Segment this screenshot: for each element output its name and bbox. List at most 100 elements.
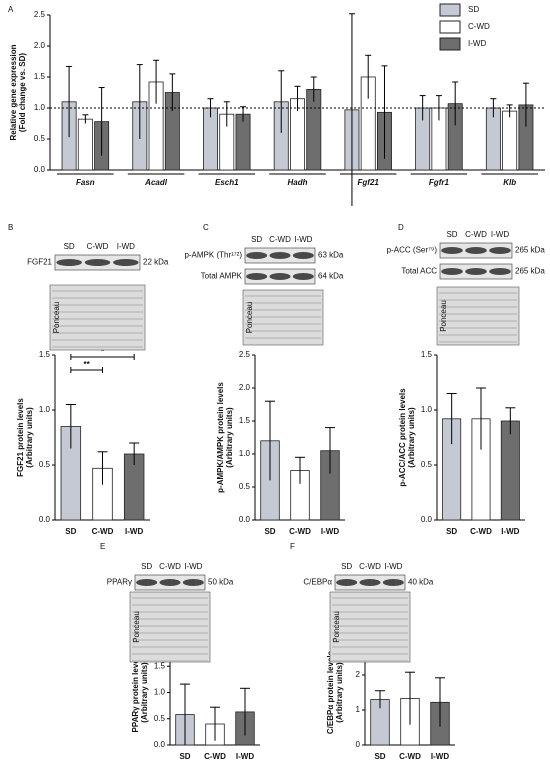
band-size: 63 kDa — [318, 251, 344, 260]
x-tick-label: Fgfr1 — [429, 178, 450, 187]
significance-label: ** — [84, 360, 91, 369]
blot-band — [84, 259, 111, 266]
error-bar — [405, 671, 415, 725]
y-axis-label: (Arbitrary units) — [225, 407, 234, 468]
blot-band — [336, 579, 358, 586]
blot-band — [246, 252, 268, 259]
lane-label: C-WD — [359, 562, 381, 571]
error-bar — [476, 387, 486, 450]
panel-letter: C — [203, 223, 209, 232]
x-tick-label: Fgf21 — [358, 178, 380, 187]
error-bar — [310, 76, 317, 102]
y-axis-label: (Arbitrary units) — [407, 407, 416, 468]
error-bar — [223, 101, 230, 127]
blot-band — [441, 247, 463, 254]
error-bar — [66, 65, 73, 138]
x-tick-label: SD — [374, 752, 385, 761]
band-label: Total ACC — [401, 267, 437, 276]
y-tick-label: 1.5 — [421, 350, 433, 359]
x-tick-label: SD — [179, 752, 190, 761]
x-tick-label: C-WD — [470, 527, 492, 536]
x-tick-label: SD — [264, 527, 275, 536]
error-bar — [82, 114, 89, 124]
x-tick-label: Acadl — [144, 178, 168, 187]
x-tick-label: I-WD — [125, 527, 143, 536]
band-label: C/EBPα — [303, 578, 332, 587]
legend-label: I-WD — [468, 39, 486, 48]
y-axis-label: (Fold change vs. SD) — [18, 53, 27, 132]
error-bar — [240, 106, 247, 122]
lane-label: I-WD — [117, 242, 135, 251]
y-tick-label: 1.0 — [34, 103, 46, 112]
blot-band — [489, 268, 511, 275]
error-bar — [265, 400, 275, 481]
panel-letter: D — [398, 223, 404, 232]
error-bar — [129, 442, 140, 465]
error-bar — [381, 65, 388, 159]
lane-label: SD — [251, 235, 262, 244]
y-tick-label: 1.0 — [421, 405, 433, 414]
error-bar — [65, 404, 76, 449]
error-bar — [295, 456, 305, 484]
y-tick-label: 0.0 — [421, 515, 433, 524]
ponceau-label: Ponceau — [332, 611, 341, 643]
y-tick-label: 0.0 — [154, 740, 166, 749]
ponceau-stain — [436, 286, 520, 346]
band-label: FGF21 — [27, 258, 52, 267]
x-tick-label: Fasn — [76, 178, 95, 187]
y-tick-label: 0.5 — [154, 714, 166, 723]
error-bar — [435, 677, 445, 727]
lane-label: I-WD — [184, 562, 202, 571]
ponceau-stain — [329, 591, 411, 663]
y-tick-label: 1.5 — [239, 416, 251, 425]
band-size: 50 kDa — [208, 578, 234, 587]
x-tick-label: I-WD — [431, 752, 449, 761]
y-axis-label: p-AMPK/AMPK protein levels — [216, 382, 225, 493]
y-tick-label: 1.5 — [154, 661, 166, 670]
ponceau-stain — [129, 591, 211, 663]
y-axis-label: (Arbitrary units) — [140, 662, 149, 723]
blot-band — [292, 273, 314, 280]
lane-label: C-WD — [87, 242, 109, 251]
legend-swatch — [439, 37, 461, 51]
lane-label: I-WD — [384, 562, 402, 571]
y-axis-label: FGF21 protein levels — [16, 398, 25, 477]
y-tick-label: 0.5 — [239, 482, 251, 491]
band-label: p-ACC (Ser⁷⁹) — [387, 246, 438, 255]
y-tick-label: 2.5 — [34, 10, 46, 19]
y-tick-label: 0 — [356, 740, 361, 749]
lane-label: SD — [341, 562, 352, 571]
significance-label: * — [101, 347, 105, 356]
lane-label: I-WD — [491, 230, 509, 239]
error-bar — [325, 427, 335, 474]
band-size: 265 kDa — [515, 246, 545, 255]
y-tick-label: 2 — [356, 670, 361, 679]
y-tick-label: 1.5 — [39, 350, 51, 359]
blot-band — [465, 247, 487, 254]
x-tick-label: C-WD — [92, 527, 114, 536]
bar — [77, 118, 93, 171]
x-tick-label: SD — [446, 527, 457, 536]
y-tick-label: 2.0 — [34, 41, 46, 50]
bar — [235, 113, 251, 171]
y-tick-label: 1.0 — [239, 449, 251, 458]
x-tick-label: Hadh — [288, 178, 308, 187]
blot-band — [292, 252, 314, 259]
band-label: Total AMPK — [201, 272, 243, 281]
panel-letter: A — [8, 5, 14, 14]
bar — [502, 110, 518, 171]
y-tick-label: 1 — [356, 705, 361, 714]
legend-label: C-WD — [468, 22, 490, 31]
error-bar — [522, 82, 529, 127]
x-tick-label: C-WD — [289, 527, 311, 536]
error-bar — [294, 85, 301, 112]
band-size: 64 kDa — [318, 272, 344, 281]
x-tick-label: I-WD — [236, 752, 254, 761]
error-bar — [348, 13, 355, 206]
blot-band — [465, 268, 487, 275]
error-bar — [505, 407, 516, 435]
band-size: 265 kDa — [515, 267, 545, 276]
blot-band — [182, 579, 204, 586]
y-axis-label: p-ACC/ACC protein levels — [398, 388, 407, 487]
x-tick-label: C-WD — [399, 752, 421, 761]
